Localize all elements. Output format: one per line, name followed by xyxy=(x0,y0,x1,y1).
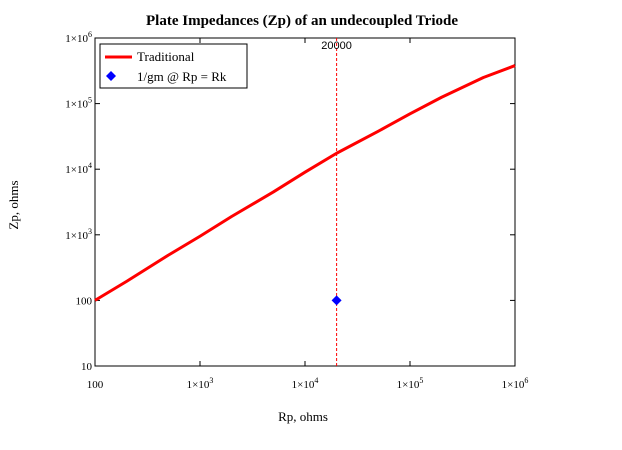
x-tick-label-base: 1×10 xyxy=(187,379,210,391)
y-tick-label-exp: 4 xyxy=(88,161,92,170)
x-tick-label-exp: 6 xyxy=(524,376,528,385)
x-tick-label-exp: 3 xyxy=(209,376,213,385)
x-tick-label-base: 1×10 xyxy=(502,379,525,391)
y-tick-label-base: 1×10 xyxy=(65,164,88,176)
y-tick-label-exp: 6 xyxy=(88,30,92,39)
legend-label-traditional: Traditional xyxy=(137,49,195,64)
y-tick-label: 1×104 xyxy=(65,161,92,176)
vline-label: 20000 xyxy=(321,40,352,52)
y-tick-label-base: 1×10 xyxy=(65,99,88,111)
series-point-gm xyxy=(331,295,342,306)
x-tick-label-base: 1×10 xyxy=(292,379,315,391)
x-tick-label: 1×105 xyxy=(397,376,424,391)
series-group: 20000 xyxy=(94,38,516,366)
x-tick-label: 1×106 xyxy=(502,376,529,391)
plot-area xyxy=(94,37,516,367)
y-tick-label-base: 100 xyxy=(76,295,93,307)
legend-box xyxy=(99,43,248,89)
chart-title: Plate Impedances (Zp) of an undecoupled … xyxy=(146,13,458,29)
y-tick-label: 1×103 xyxy=(65,227,92,242)
x-tick-label: 1×104 xyxy=(292,376,319,391)
x-tick-label: 100 xyxy=(87,379,104,391)
x-axis: 100 1×103 1×104 1×105 1×106 xyxy=(87,38,529,391)
y-tick-label-base: 1×10 xyxy=(65,230,88,242)
y-axis-label: Zp, ohms xyxy=(6,180,21,229)
x-tick-label: 1×103 xyxy=(187,376,214,391)
y-tick-label-base: 1×10 xyxy=(65,33,88,45)
x-tick-label-exp: 4 xyxy=(314,376,318,385)
legend: Traditional 1/gm @ Rp = Rk xyxy=(99,43,248,89)
legend-label-gm: 1/gm @ Rp = Rk xyxy=(137,69,227,84)
y-tick-label: 10 xyxy=(81,361,93,373)
x-axis-label: Rp, ohms xyxy=(278,409,328,424)
legend-marker-swatch xyxy=(106,71,116,81)
x-tick-label-base: 100 xyxy=(87,379,104,391)
y-tick-label-exp: 3 xyxy=(88,227,92,236)
y-tick-label: 1×105 xyxy=(65,96,92,111)
y-tick-label-exp: 5 xyxy=(88,96,92,105)
y-tick-label: 1×106 xyxy=(65,30,92,45)
x-tick-label-base: 1×10 xyxy=(397,379,420,391)
x-tick-label-exp: 5 xyxy=(419,376,423,385)
y-tick-label-base: 10 xyxy=(81,361,93,373)
y-tick-label: 100 xyxy=(76,295,93,307)
series-line-traditional xyxy=(94,64,516,302)
